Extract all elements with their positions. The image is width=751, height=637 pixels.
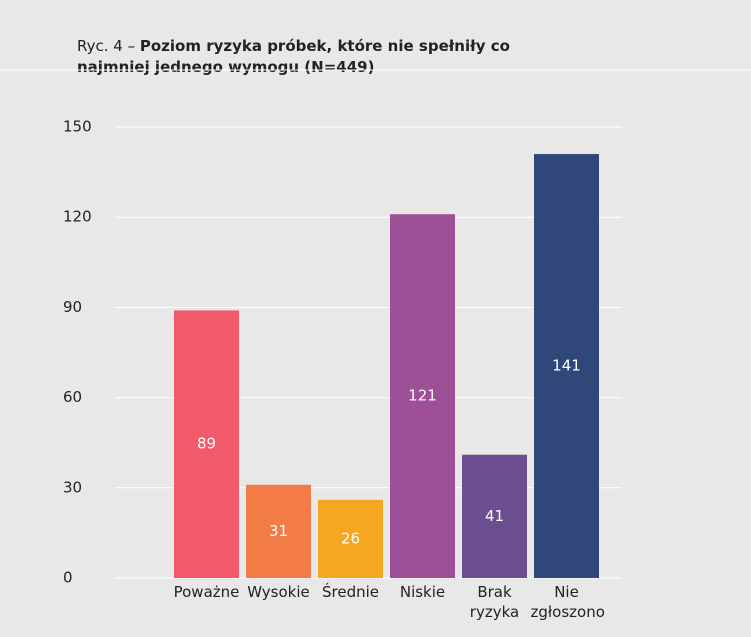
x-tick-label: Nie zgłoszono [530,583,605,621]
value-label: 41 [485,507,504,525]
y-tick-label: 150 [63,118,92,136]
value-label: 141 [552,357,581,375]
title-text: Poziom ryzyka próbek, które nie spełniły… [77,37,510,76]
figure-label: Ryc. 4 – [77,37,136,55]
y-tick-label: 60 [63,388,82,406]
x-tick-label: Wysokie [247,583,310,601]
value-label: 121 [408,387,437,405]
x-tick-label: Poważne [173,583,240,601]
bar [390,214,455,578]
x-tick-label: Średnie [321,583,379,601]
bar [462,454,527,578]
x-tick-label: Brak ryzyka [469,583,520,621]
bar [534,154,599,578]
value-label: 26 [341,529,360,547]
bar [318,499,383,578]
bar [246,484,311,578]
x-tick-label: Niskie [399,583,446,601]
value-label: 31 [269,522,288,540]
y-tick-label: 0 [63,569,73,587]
value-label: 89 [197,435,216,453]
chart-title: Ryc. 4 – Poziom ryzyka próbek, które nie… [77,36,567,78]
bar [174,310,239,578]
y-tick-label: 120 [63,208,92,226]
y-tick-label: 90 [63,298,82,316]
y-tick-label: 30 [63,478,82,496]
